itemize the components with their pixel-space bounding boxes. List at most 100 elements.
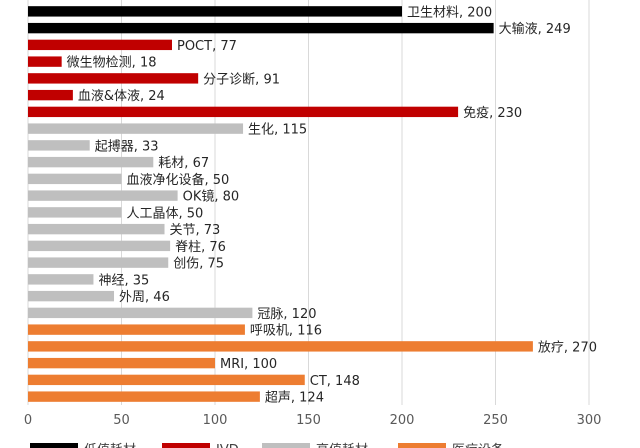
data-label: 生化, 115: [248, 123, 307, 138]
bar: [28, 156, 154, 168]
data-label: 大输液, 249: [499, 21, 571, 37]
data-label-category: MRI: [220, 357, 244, 372]
legend-swatch: [162, 443, 210, 448]
data-label-category: 生化: [248, 123, 274, 138]
data-label-value: 80: [223, 190, 240, 205]
bar: [28, 257, 169, 268]
bar: [28, 56, 62, 67]
data-label-category: 免疫: [463, 105, 489, 121]
data-label-category: 放疗: [538, 340, 564, 355]
x-axis: 0 50 100 150 200 250 300: [24, 413, 602, 428]
data-label: 放疗, 270: [538, 340, 597, 355]
x-tick-label: 50: [113, 413, 130, 428]
legend-label: IVD: [216, 443, 239, 448]
data-label: 神经, 35: [98, 273, 149, 288]
data-label-value: 200: [467, 5, 492, 20]
legend-swatch: [30, 443, 78, 448]
data-label-category: 呼吸机: [250, 324, 289, 339]
bar: [28, 341, 533, 352]
data-label-value: 67: [193, 156, 210, 171]
bar: [28, 240, 171, 252]
data-label: 血液&体液, 24: [78, 89, 165, 104]
data-label: 免疫, 230: [463, 105, 522, 121]
data-label: 创伤, 75: [173, 257, 224, 272]
data-label-category: 冠脉: [257, 307, 283, 322]
data-label: 冠脉, 120: [257, 307, 316, 322]
data-label-category: 脊柱: [175, 240, 201, 255]
data-label-category: 血液&体液: [78, 89, 140, 104]
data-label-category: 神经: [98, 273, 124, 288]
bar: [28, 374, 305, 386]
data-label-category: OK镜: [183, 190, 215, 205]
data-label: 脊柱, 76: [175, 240, 226, 255]
bar: [28, 106, 459, 118]
x-tick-label: 150: [296, 413, 321, 428]
bar-series: [28, 6, 533, 402]
data-label-value: 116: [297, 324, 322, 339]
data-label: 分子诊断, 91: [203, 72, 280, 87]
bar: [28, 357, 215, 369]
data-label: 人工晶体, 50: [127, 206, 204, 221]
bar: [28, 22, 494, 34]
data-label-value: 124: [299, 391, 324, 406]
x-tick-label: 0: [24, 413, 32, 428]
data-label-value: 230: [497, 106, 522, 121]
data-label: 关节, 73: [170, 223, 221, 238]
data-label: OK镜, 80: [183, 190, 240, 205]
data-label-value: 73: [204, 223, 221, 238]
bar: [28, 39, 172, 51]
data-label-value: 18: [140, 56, 157, 71]
data-label: 耗材, 67: [158, 156, 209, 171]
data-label-value: 76: [209, 240, 226, 255]
data-label: 微生物检测, 18: [67, 56, 157, 71]
data-label: 卫生材料, 200: [407, 5, 492, 20]
data-label-category: 关节: [170, 223, 196, 238]
data-label-category: 耗材: [158, 156, 184, 171]
x-tick-label: 250: [483, 413, 508, 428]
data-label-value: 270: [572, 340, 597, 355]
data-label-category: 外周: [119, 290, 145, 305]
data-label-category: CT: [310, 374, 327, 389]
data-label: 超声, 124: [265, 391, 324, 406]
gridlines: [27, 0, 590, 405]
bar: [28, 89, 73, 101]
data-label-value: 35: [133, 273, 150, 288]
data-label-value: 120: [292, 307, 317, 322]
data-label: 血液净化设备, 50: [127, 172, 230, 188]
data-label-category: 超声: [265, 391, 291, 406]
data-label-value: 91: [263, 72, 280, 87]
data-label-category: 大输液: [499, 21, 538, 37]
data-label-value: 77: [220, 39, 237, 54]
data-label-value: 33: [142, 139, 159, 154]
bar: [28, 274, 94, 285]
data-label: POCT, 77: [177, 39, 237, 54]
data-label-value: 249: [546, 22, 571, 37]
legend-label: 高值耗材: [316, 442, 368, 448]
legend-label: 低值耗材: [84, 442, 136, 448]
legend-label: 医疗设备: [452, 442, 504, 448]
data-label: CT, 148: [310, 374, 360, 389]
data-label-category: 创伤: [173, 257, 199, 272]
x-tick-label: 300: [577, 413, 602, 428]
data-label-value: 75: [208, 257, 225, 272]
data-label-category: 微生物检测: [67, 56, 132, 71]
data-label-value: 50: [213, 173, 230, 188]
bar: [28, 207, 122, 218]
data-label-value: 115: [282, 123, 307, 138]
data-label-value: 46: [153, 290, 170, 305]
data-label: 呼吸机, 116: [250, 324, 322, 339]
bar: [28, 290, 115, 302]
data-label-value: 50: [187, 206, 204, 221]
data-label: MRI, 100: [220, 357, 277, 372]
legend-swatch: [398, 443, 446, 448]
bar: [28, 324, 245, 335]
bar: [28, 73, 199, 84]
bar: [28, 123, 244, 134]
bar: [28, 140, 90, 151]
data-labels: 卫生材料, 200 大输液, 249 POCT, 77 微生物检测, 18 分子诊断, …: [67, 5, 597, 405]
data-label-value: 148: [335, 374, 360, 389]
data-label-category: 起搏器: [95, 138, 134, 154]
legend: 低值耗材 IVD 高值耗材 医疗设备: [30, 442, 504, 448]
data-label: 外周, 46: [119, 290, 170, 305]
